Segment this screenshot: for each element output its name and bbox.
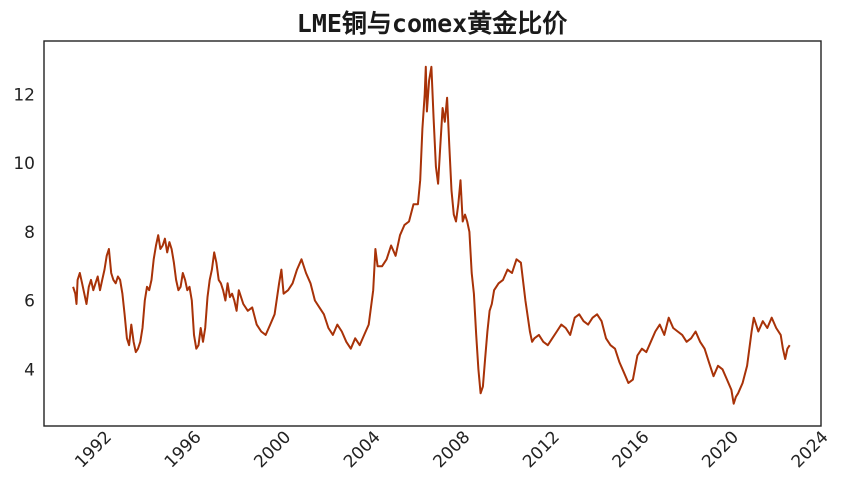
x-tick-label: 2000	[250, 427, 295, 472]
x-tick-label: 2008	[430, 427, 475, 472]
x-tick-label: 2012	[519, 427, 564, 472]
y-tick-label: 12	[13, 85, 35, 105]
y-tick-label: 4	[24, 360, 35, 380]
x-axis: 1992 1996 2000 2004 2008 2012 2016 2020 2024	[71, 427, 832, 472]
x-tick-label: 2016	[609, 427, 654, 472]
y-tick-label: 6	[24, 292, 35, 312]
x-tick-label: 2024	[788, 427, 833, 472]
y-tick-label: 10	[13, 154, 35, 174]
x-tick-label: 2004	[340, 427, 385, 472]
x-tick-label: 2020	[698, 427, 743, 472]
y-tick-label: 8	[24, 223, 35, 243]
plot-area	[43, 40, 822, 427]
x-tick-label: 1996	[161, 427, 206, 472]
chart-title: LME铜与comex黄金比价	[297, 9, 568, 38]
series-line	[72, 65, 791, 405]
plot-frame	[43, 40, 822, 427]
y-axis: 4 6 8 10 12	[13, 85, 35, 380]
x-tick-label: 1992	[71, 427, 116, 472]
